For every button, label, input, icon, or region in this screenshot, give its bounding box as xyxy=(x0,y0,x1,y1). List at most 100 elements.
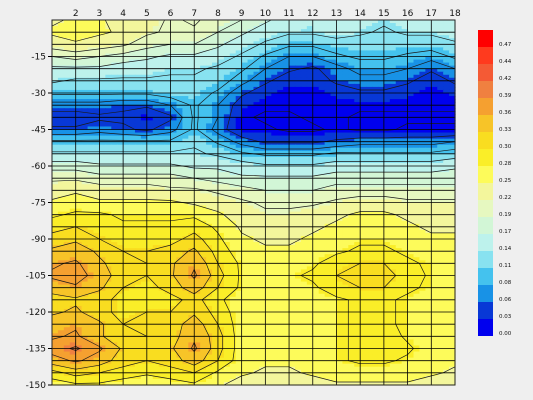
heatmap-cell xyxy=(140,226,148,231)
heatmap-cell xyxy=(300,68,308,73)
heatmap-cell xyxy=(146,129,154,134)
heatmap-cell xyxy=(117,159,124,164)
heatmap-cell xyxy=(342,99,349,103)
heatmap-cell xyxy=(259,50,266,55)
heatmap-cell xyxy=(75,86,83,91)
heatmap-cell xyxy=(223,135,231,140)
heatmap-cell xyxy=(152,20,160,24)
heatmap-cell xyxy=(52,147,59,152)
heatmap-cell xyxy=(63,193,71,198)
heatmap-cell xyxy=(395,74,403,79)
heatmap-cell xyxy=(437,199,444,204)
heatmap-cell xyxy=(170,80,178,85)
heatmap-cell xyxy=(383,181,391,185)
heatmap-cell xyxy=(425,232,432,237)
heatmap-cell xyxy=(134,56,142,61)
heatmap-cell xyxy=(401,41,409,45)
heatmap-cell xyxy=(443,205,450,210)
heatmap-cell xyxy=(140,184,148,188)
heatmap-cell xyxy=(200,20,207,24)
heatmap-cell xyxy=(366,35,373,39)
heatmap-cell xyxy=(253,105,261,109)
heatmap-cell xyxy=(360,120,367,125)
heatmap-cell xyxy=(289,135,296,140)
heatmap-cell xyxy=(330,239,338,243)
heatmap-cell xyxy=(247,44,255,48)
heatmap-cell xyxy=(431,208,438,213)
heatmap-cell xyxy=(52,196,59,201)
heatmap-cell xyxy=(247,166,255,170)
heatmap-cell xyxy=(87,153,95,158)
heatmap-cell xyxy=(324,83,332,88)
heatmap-cell xyxy=(300,235,308,240)
heatmap-cell xyxy=(277,117,284,121)
heatmap-cell xyxy=(294,65,302,70)
heatmap-cell xyxy=(241,208,249,213)
heatmap-cell xyxy=(289,181,296,185)
heatmap-cell xyxy=(253,205,261,210)
heatmap-cell xyxy=(194,175,201,179)
heatmap-cell xyxy=(123,159,130,164)
heatmap-cell xyxy=(300,132,308,137)
heatmap-cell xyxy=(431,35,438,39)
heatmap-cell xyxy=(324,47,332,52)
heatmap-cell xyxy=(81,29,89,33)
heatmap-cell xyxy=(75,187,83,191)
heatmap-cell xyxy=(437,83,444,88)
heatmap-cell xyxy=(419,147,426,152)
heatmap-cell xyxy=(99,62,106,67)
heatmap-cell xyxy=(111,199,118,204)
heatmap-cell xyxy=(229,74,237,79)
heatmap-cell xyxy=(283,20,290,24)
heatmap-cell xyxy=(206,208,213,213)
heatmap-cell xyxy=(63,202,71,207)
heatmap-cell xyxy=(377,35,385,39)
heatmap-cell xyxy=(229,196,237,201)
heatmap-cell xyxy=(158,232,166,237)
heatmap-cell xyxy=(283,178,290,182)
heatmap-cell xyxy=(206,147,213,152)
heatmap-cell xyxy=(52,96,59,100)
heatmap-cell xyxy=(449,26,456,30)
heatmap-cell xyxy=(342,83,349,88)
heatmap-cell xyxy=(57,156,65,161)
heatmap-cell xyxy=(407,102,415,106)
heatmap-cell xyxy=(372,50,379,55)
heatmap-cell xyxy=(87,172,95,176)
heatmap-cell xyxy=(194,53,201,58)
heatmap-cell xyxy=(188,147,195,152)
heatmap-cell xyxy=(449,202,456,207)
heatmap-cell xyxy=(336,50,343,55)
heatmap-cell xyxy=(383,41,391,45)
heatmap-cell xyxy=(123,239,130,243)
heatmap-cell xyxy=(212,126,219,131)
heatmap-cell xyxy=(241,35,249,39)
heatmap-cell xyxy=(271,117,278,121)
heatmap-cell xyxy=(312,156,320,161)
heatmap-cell xyxy=(69,220,77,225)
heatmap-cell xyxy=(294,135,302,140)
heatmap-cell xyxy=(259,111,266,115)
heatmap-cell xyxy=(229,102,237,106)
heatmap-cell xyxy=(437,47,444,52)
heatmap-cell xyxy=(217,114,225,118)
heatmap-cell xyxy=(366,184,373,188)
heatmap-cell xyxy=(271,135,278,140)
heatmap-cell xyxy=(401,211,409,216)
heatmap-cell xyxy=(425,123,432,128)
heatmap-cell xyxy=(312,117,320,121)
heatmap-cell xyxy=(140,135,148,140)
heatmap-cell xyxy=(389,23,397,27)
heatmap-cell xyxy=(354,223,361,228)
heatmap-cell xyxy=(117,117,124,121)
heatmap-cell xyxy=(57,83,65,88)
heatmap-cell xyxy=(449,229,456,234)
heatmap-cell xyxy=(354,126,361,131)
heatmap-cell xyxy=(194,169,201,173)
heatmap-cell xyxy=(318,111,326,115)
heatmap-cell xyxy=(235,223,243,228)
heatmap-cell xyxy=(200,29,207,33)
heatmap-cell xyxy=(372,190,379,194)
heatmap-cell xyxy=(134,114,142,118)
heatmap-cell xyxy=(431,147,438,152)
